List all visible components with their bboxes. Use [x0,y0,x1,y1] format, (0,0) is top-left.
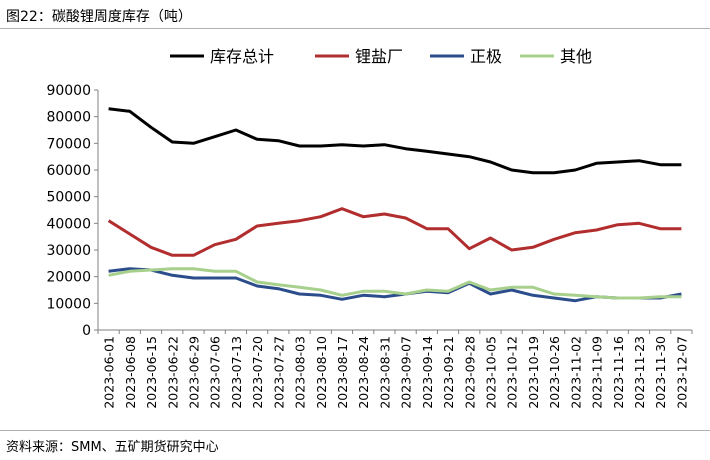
x-tick-label: 2023-12-07 [674,336,689,409]
x-tick-label: 2023-06-01 [102,336,117,409]
line-chart: 库存总计 锂盐厂 正极 其他 0 10000 20000 30000 40000 50000 60… [46,47,693,409]
x-tick-label: 2023-09-21 [441,336,456,409]
y-tick-label: 30000 [46,243,91,259]
x-tick-label: 2023-06-29 [186,336,201,409]
x-tick-label: 2023-08-03 [293,336,308,409]
series-line-1 [107,207,682,257]
y-tick-label: 0 [82,323,91,339]
y-tick-label: 70000 [46,136,91,152]
x-tick-label: 2023-10-26 [547,336,562,409]
x-axis: 2023-06-01 2023-06-08 2023-06-15 2023-06-22… [97,329,693,409]
x-tick-label: 2023-11-23 [632,336,647,409]
legend-label-2: 正极 [470,47,502,66]
source-note: 资料来源：SMM、五矿期货研究中心 [6,440,219,455]
legend-label-1: 锂盐厂 [355,47,403,66]
y-tick-label: 40000 [46,216,91,232]
y-tick-label: 60000 [46,163,91,179]
x-tick-label: 2023-07-06 [208,336,223,409]
x-tick-label: 2023-07-27 [271,336,286,409]
series-line-0 [108,107,682,175]
legend-label-0: 库存总计 [210,47,274,66]
plot-area [107,107,682,303]
y-tick-label: 80000 [46,110,91,126]
x-tick-label: 2023-08-10 [314,336,329,409]
x-tick-label: 2023-08-31 [377,336,392,409]
figure-title: 图22：碳酸锂周度库存（吨） [6,9,192,25]
y-axis: 0 10000 20000 30000 40000 50000 60000 70000 8000… [46,83,99,339]
x-tick-label: 2023-11-02 [568,336,583,409]
x-tick-label: 2023-10-19 [526,336,541,409]
y-tick-label: 90000 [46,83,91,99]
x-tick-label: 2023-09-07 [399,336,414,409]
series-line-2 [108,267,682,303]
x-tick-label: 2023-11-09 [590,336,605,409]
x-tick-label: 2023-10-12 [505,336,520,409]
x-tick-label: 2023-11-16 [611,336,626,409]
x-tick-label: 2023-09-28 [462,336,477,409]
legend-label-3: 其他 [560,47,592,66]
x-tick-label: 2023-06-08 [123,336,138,409]
source-divider [0,430,710,431]
x-tick-label: 2023-10-05 [483,336,498,409]
y-tick-label: 10000 [46,296,91,312]
x-tick-label: 2023-08-17 [335,336,350,409]
x-tick-label: 2023-06-22 [165,336,180,409]
x-tick-label: 2023-07-13 [229,336,244,409]
x-tick-label: 2023-08-24 [356,336,371,409]
legend: 库存总计 锂盐厂 正极 其他 [170,47,592,66]
title-divider [0,28,710,29]
series-line-3 [108,267,682,300]
x-tick-label: 2023-09-14 [420,336,435,409]
y-tick-label: 20000 [46,270,91,286]
x-tick-label: 2023-06-15 [144,336,159,409]
x-tick-label: 2023-07-20 [250,336,265,409]
y-tick-label: 50000 [46,190,91,206]
x-tick-label: 2023-11-30 [653,336,668,409]
